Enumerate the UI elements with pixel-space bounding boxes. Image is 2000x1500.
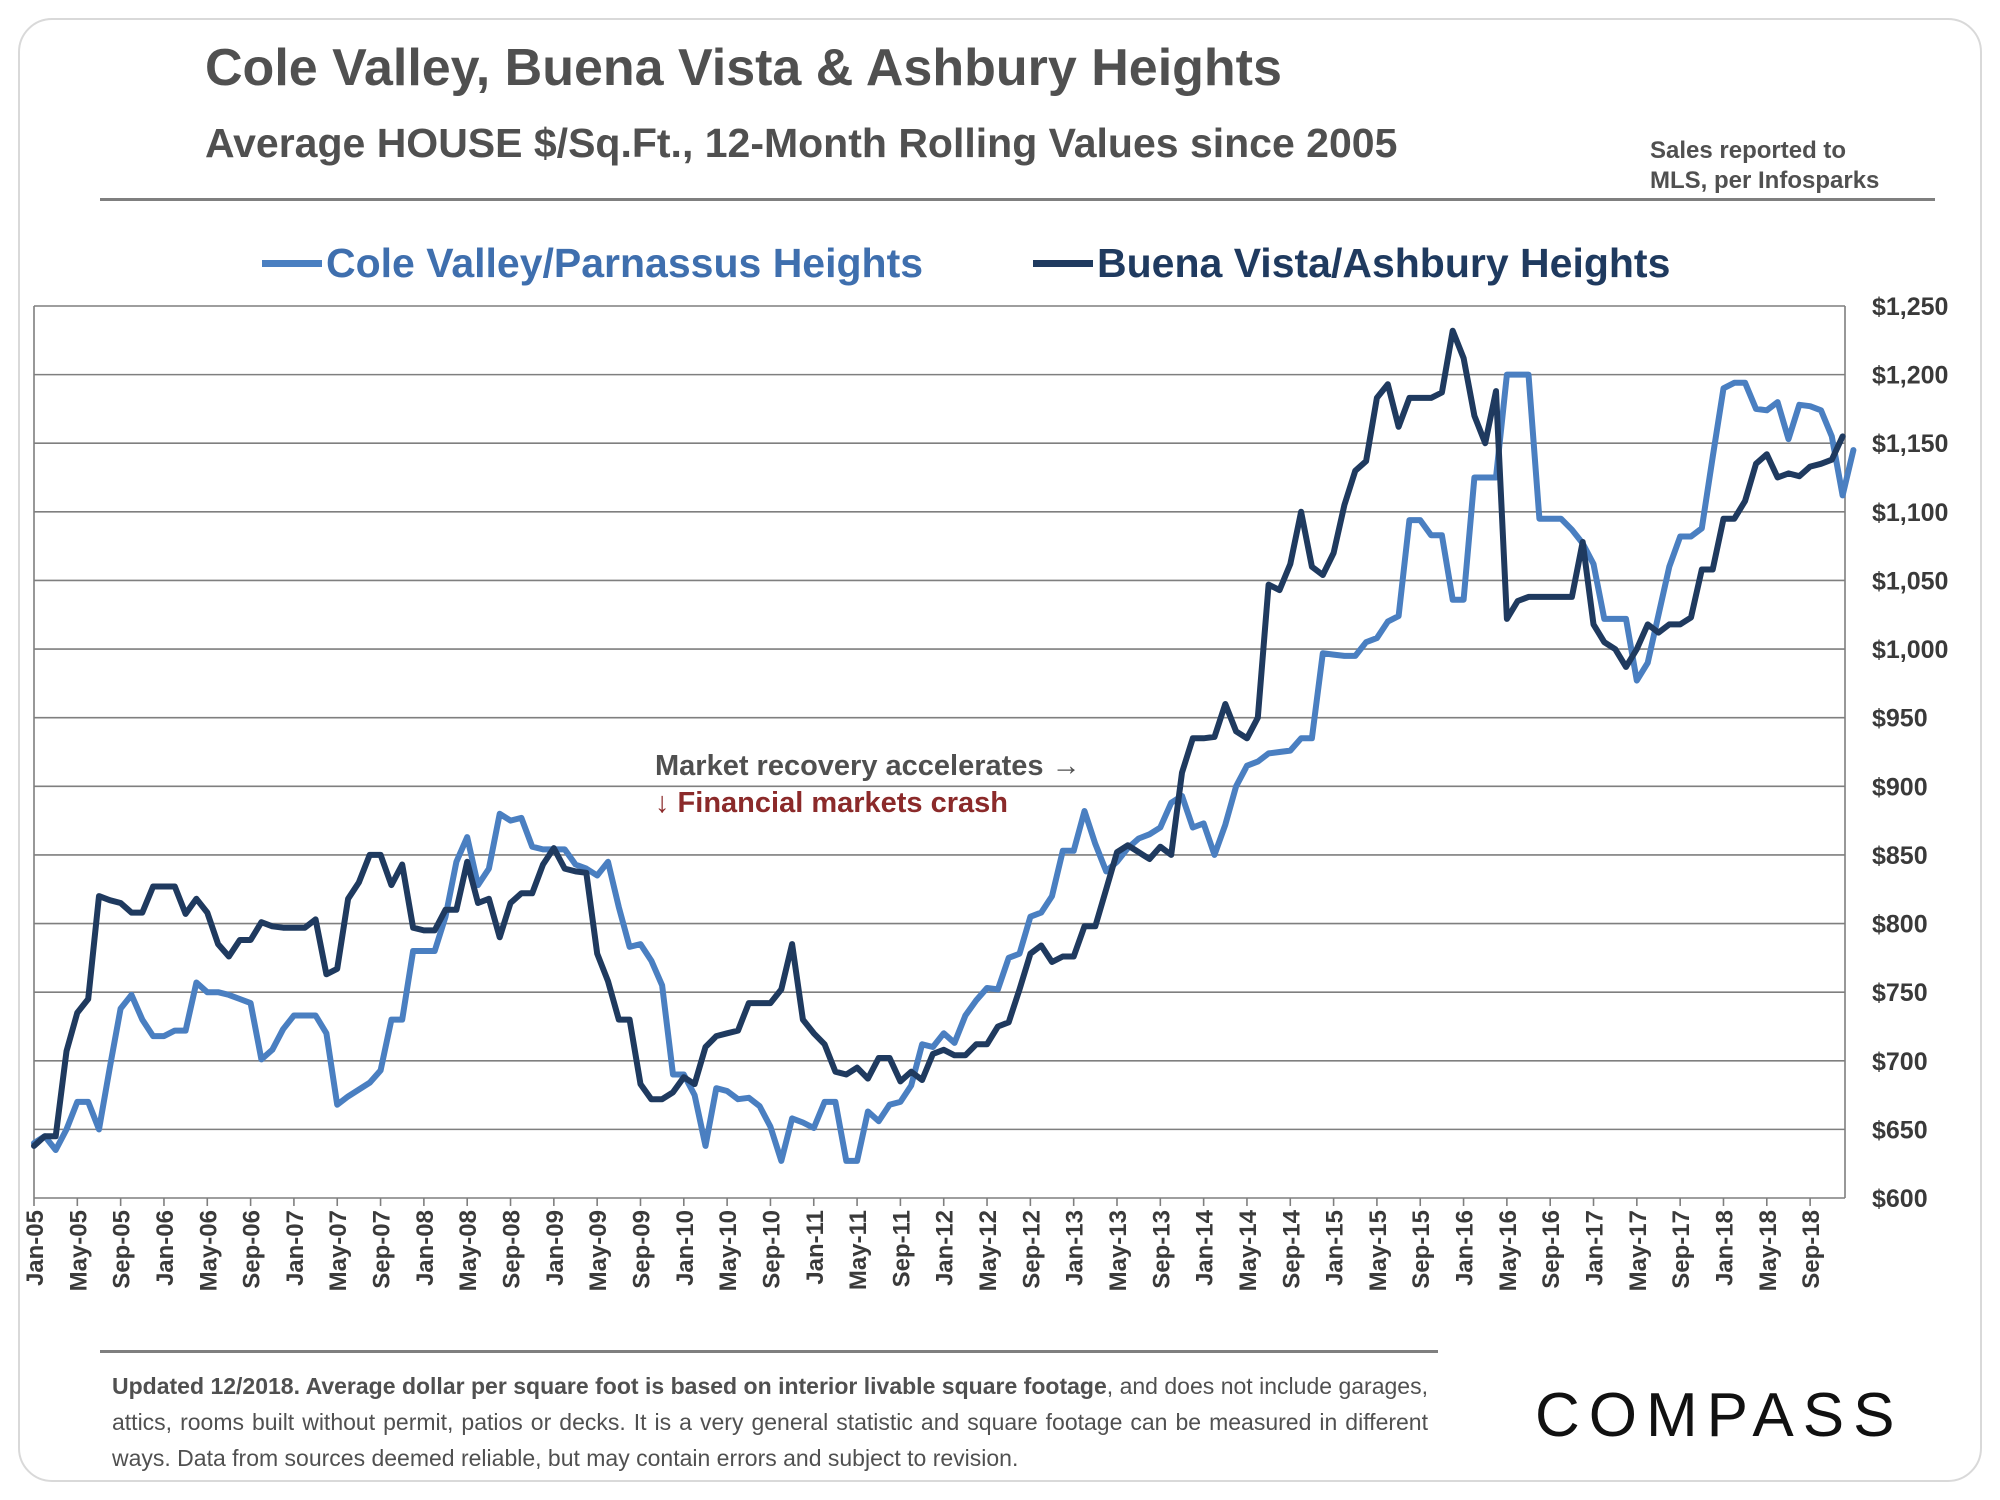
x-tick-label: Sep-15 bbox=[1408, 1210, 1435, 1289]
chart-title: Cole Valley, Buena Vista & Ashbury Heigh… bbox=[205, 39, 1282, 97]
x-tick-label: Sep-14 bbox=[1278, 1209, 1305, 1288]
buena-vista-line bbox=[31, 327, 1846, 1149]
y-tick-label: $1,100 bbox=[1872, 499, 1948, 527]
x-tick-label: May-11 bbox=[845, 1210, 872, 1290]
source-note: Sales reported to MLS, per Infosparks bbox=[1650, 136, 1879, 196]
compass-logo: COMPASS bbox=[1535, 1381, 1904, 1450]
x-tick-label: Sep-07 bbox=[369, 1210, 396, 1289]
chart-frame bbox=[18, 18, 1982, 1482]
x-tick-label: Sep-06 bbox=[239, 1210, 266, 1289]
y-tick-label: $800 bbox=[1872, 911, 1928, 939]
x-tick-label: Jan-14 bbox=[1192, 1209, 1219, 1286]
header-divider bbox=[100, 198, 1935, 201]
x-tick-label: May-13 bbox=[1105, 1210, 1132, 1291]
x-tick-label: Sep-09 bbox=[628, 1210, 655, 1289]
x-tick-label: Jan-06 bbox=[152, 1210, 179, 1286]
legend-item-cole-valley: Cole Valley/Parnassus Heights bbox=[262, 238, 923, 288]
x-tick-label: Jan-05 bbox=[22, 1210, 49, 1286]
x-tick-label: May-16 bbox=[1495, 1210, 1522, 1291]
x-tick-label: Sep-05 bbox=[109, 1210, 136, 1289]
x-axis-ticks: Jan-05 May-05 Sep-05 Jan-06 May-06 Sep-06 Jan-… bbox=[22, 1198, 1825, 1291]
x-tick-label: Jan-13 bbox=[1062, 1210, 1089, 1286]
y-tick-label: $1,000 bbox=[1872, 636, 1948, 664]
x-tick-label: May-09 bbox=[585, 1210, 612, 1291]
source-note-line1: Sales reported to bbox=[1650, 137, 1847, 164]
y-tick-label: $1,250 bbox=[1872, 293, 1948, 321]
x-tick-label: May-17 bbox=[1625, 1210, 1652, 1291]
x-tick-label: Jan-15 bbox=[1322, 1210, 1349, 1286]
x-tick-label: Jan-17 bbox=[1582, 1210, 1609, 1286]
cole-valley-line bbox=[31, 371, 1857, 1164]
x-tick-label: Sep-13 bbox=[1148, 1210, 1175, 1289]
gridlines bbox=[33, 305, 1846, 1199]
y-tick-label: $1,150 bbox=[1872, 430, 1948, 458]
footer-divider bbox=[100, 1350, 1438, 1353]
x-tick-label: May-12 bbox=[975, 1210, 1002, 1291]
x-tick-label: May-05 bbox=[65, 1210, 92, 1291]
y-tick-label: $650 bbox=[1872, 1116, 1928, 1144]
y-tick-label: $950 bbox=[1872, 705, 1928, 733]
y-tick-label: $750 bbox=[1872, 979, 1928, 1007]
footnote-rest: , and does not include garages, attics, … bbox=[112, 1373, 1428, 1471]
y-tick-label: $1,200 bbox=[1872, 362, 1948, 390]
x-tick-label: Jan-07 bbox=[282, 1210, 309, 1286]
x-tick-label: May-06 bbox=[195, 1210, 222, 1291]
x-tick-label: May-08 bbox=[455, 1210, 482, 1291]
annotation-recovery: Market recovery accelerates → bbox=[655, 750, 1081, 782]
legend-item-buena-vista: Buena Vista/Ashbury Heights bbox=[1033, 238, 1670, 288]
y-axis-ticks: $600 $650 $700 $750 $800 $850 $900 $950 $1,000 $1… bbox=[1872, 293, 1948, 1213]
legend-swatch-buena-vista bbox=[1033, 259, 1093, 267]
x-tick-label: May-14 bbox=[1235, 1209, 1262, 1291]
footnote: Updated 12/2018. Average dollar per squa… bbox=[112, 1368, 1428, 1476]
x-tick-label: Jan-08 bbox=[412, 1210, 439, 1286]
source-note-line2: MLS, per Infosparks bbox=[1650, 167, 1880, 194]
series-lines bbox=[31, 327, 1857, 1164]
x-tick-label: May-15 bbox=[1365, 1210, 1392, 1291]
x-tick-label: Sep-16 bbox=[1538, 1210, 1565, 1289]
legend-swatch-cole-valley bbox=[262, 259, 322, 267]
x-tick-label: Sep-18 bbox=[1798, 1210, 1825, 1289]
legend-label-cole-valley: Cole Valley/Parnassus Heights bbox=[326, 239, 924, 286]
x-tick-label: Jan-09 bbox=[542, 1210, 569, 1286]
x-tick-label: May-10 bbox=[715, 1210, 742, 1291]
y-tick-label: $600 bbox=[1872, 1185, 1928, 1213]
x-tick-label: Jan-11 bbox=[802, 1210, 829, 1285]
x-tick-label: Jan-16 bbox=[1452, 1210, 1479, 1286]
legend-label-buena-vista: Buena Vista/Ashbury Heights bbox=[1097, 239, 1671, 286]
y-tick-label: $900 bbox=[1872, 773, 1928, 801]
y-tick-label: $1,050 bbox=[1872, 567, 1948, 595]
x-tick-label: Sep-08 bbox=[499, 1210, 526, 1289]
x-tick-label: Jan-10 bbox=[672, 1210, 699, 1286]
x-tick-label: Sep-11 bbox=[888, 1210, 915, 1287]
y-tick-label: $850 bbox=[1872, 842, 1928, 870]
x-tick-label: Sep-10 bbox=[758, 1210, 785, 1289]
footnote-bold: Updated 12/2018. Average dollar per squa… bbox=[112, 1373, 1107, 1399]
x-tick-label: Jan-12 bbox=[932, 1210, 959, 1286]
x-tick-label: May-18 bbox=[1755, 1210, 1782, 1291]
chart-subtitle: Average HOUSE $/Sq.Ft., 12-Month Rolling… bbox=[205, 120, 1398, 166]
y-tick-label: $700 bbox=[1872, 1048, 1928, 1076]
x-tick-label: Sep-12 bbox=[1018, 1210, 1045, 1289]
x-tick-label: May-07 bbox=[325, 1210, 352, 1291]
x-tick-label: Jan-18 bbox=[1711, 1210, 1738, 1286]
x-tick-label: Sep-17 bbox=[1668, 1210, 1695, 1289]
annotation-crash: ↓ Financial markets crash bbox=[655, 787, 1008, 819]
